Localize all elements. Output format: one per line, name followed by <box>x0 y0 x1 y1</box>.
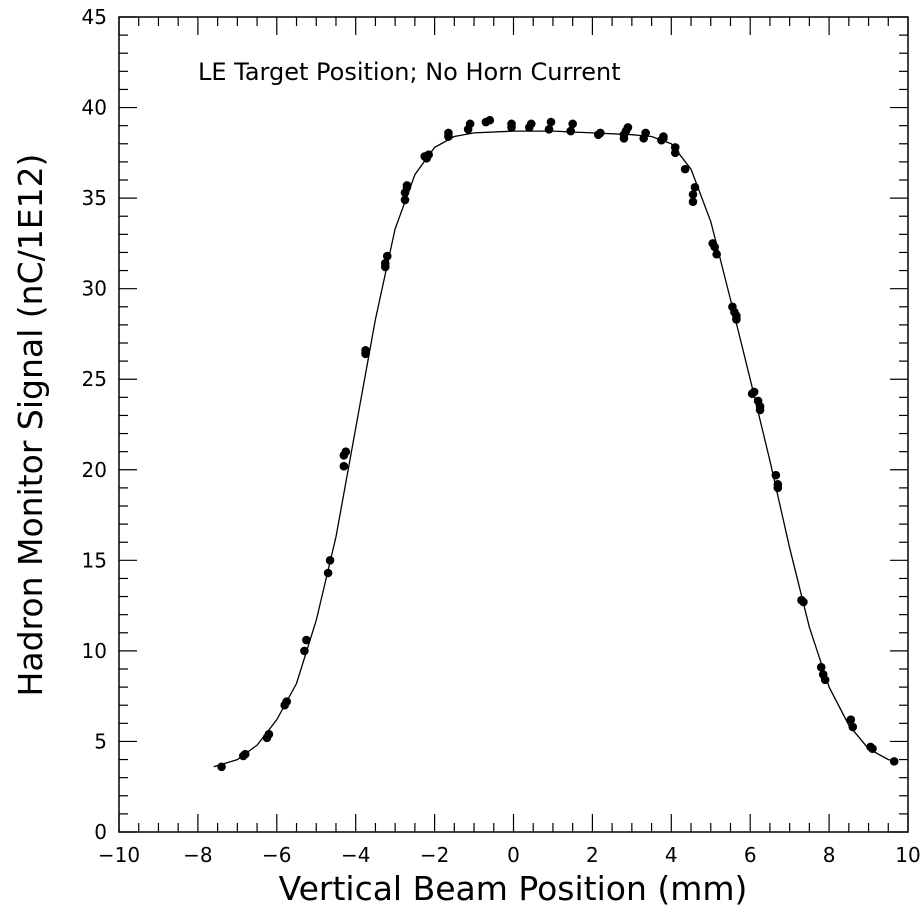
x-tick-labels: −10 −8 −6 −4 −2 0 2 4 6 8 10 <box>98 843 921 867</box>
data-point <box>466 120 475 129</box>
data-point <box>774 484 783 493</box>
x-tick-label: 8 <box>823 843 836 867</box>
data-point <box>403 181 412 190</box>
data-point <box>756 406 765 415</box>
chart-annotation: LE Target Position; No Horn Current <box>198 58 621 86</box>
data-point <box>848 723 857 732</box>
data-point <box>799 598 808 607</box>
data-point <box>568 120 577 129</box>
x-tick-label: −10 <box>98 843 140 867</box>
y-tick-label: 45 <box>82 5 107 29</box>
data-point <box>596 129 605 138</box>
data-point <box>265 730 274 739</box>
y-tick-label: 30 <box>82 277 107 301</box>
data-point <box>712 250 721 259</box>
x-tick-label: −4 <box>341 843 370 867</box>
data-point <box>641 129 650 138</box>
x-tick-label: 2 <box>586 843 599 867</box>
x-tick-label: −6 <box>262 843 291 867</box>
y-tick-labels: 0 5 10 15 20 25 30 35 40 45 <box>82 5 107 844</box>
data-point <box>486 116 495 125</box>
data-point <box>710 243 719 252</box>
data-point <box>527 120 536 129</box>
y-tick-label: 5 <box>94 729 107 753</box>
data-point <box>691 183 700 192</box>
data-point <box>282 697 291 706</box>
data-point <box>326 556 335 565</box>
y-tick-label: 15 <box>82 548 107 572</box>
data-point <box>750 388 759 397</box>
x-axis-title: Vertical Beam Position (mm) <box>279 869 748 908</box>
data-point <box>300 647 309 656</box>
x-tick-label: −2 <box>420 843 449 867</box>
fit-curve <box>214 131 897 767</box>
data-point <box>340 462 349 471</box>
plot-frame <box>119 17 908 832</box>
data-point <box>217 763 226 772</box>
data-point <box>817 663 826 672</box>
data-point <box>732 315 741 324</box>
y-axis-title: Hadron Monitor Signal (nC/1E12) <box>11 154 50 697</box>
x-tick-label: 6 <box>744 843 757 867</box>
data-point <box>821 676 830 685</box>
data-point <box>444 129 453 138</box>
data-point <box>566 127 575 136</box>
data-point <box>671 143 680 152</box>
data-point <box>302 636 311 645</box>
data-point <box>547 118 556 127</box>
data-point <box>324 569 333 578</box>
axis-ticks <box>119 17 908 832</box>
data-point <box>890 757 899 766</box>
y-tick-label: 40 <box>82 96 107 120</box>
data-point <box>361 346 370 355</box>
data-point <box>545 125 554 134</box>
data-point <box>507 120 516 129</box>
y-tick-label: 20 <box>82 458 107 482</box>
y-tick-label: 0 <box>94 820 107 844</box>
y-tick-label: 25 <box>82 367 107 391</box>
data-point <box>624 123 633 132</box>
data-point <box>381 259 390 268</box>
data-point <box>681 165 690 174</box>
data-point <box>342 447 351 456</box>
data-point <box>772 471 781 480</box>
x-tick-label: 0 <box>507 843 520 867</box>
data-point <box>383 252 392 261</box>
data-point <box>846 715 855 724</box>
data-point <box>424 150 433 159</box>
x-tick-label: 4 <box>665 843 678 867</box>
data-points <box>217 116 898 771</box>
data-point <box>689 190 698 199</box>
data-point <box>868 744 877 753</box>
x-tick-label: 10 <box>895 843 920 867</box>
data-point <box>241 750 250 759</box>
y-tick-label: 10 <box>82 639 107 663</box>
data-point <box>659 132 668 141</box>
x-tick-label: −8 <box>183 843 212 867</box>
y-tick-label: 35 <box>82 186 107 210</box>
